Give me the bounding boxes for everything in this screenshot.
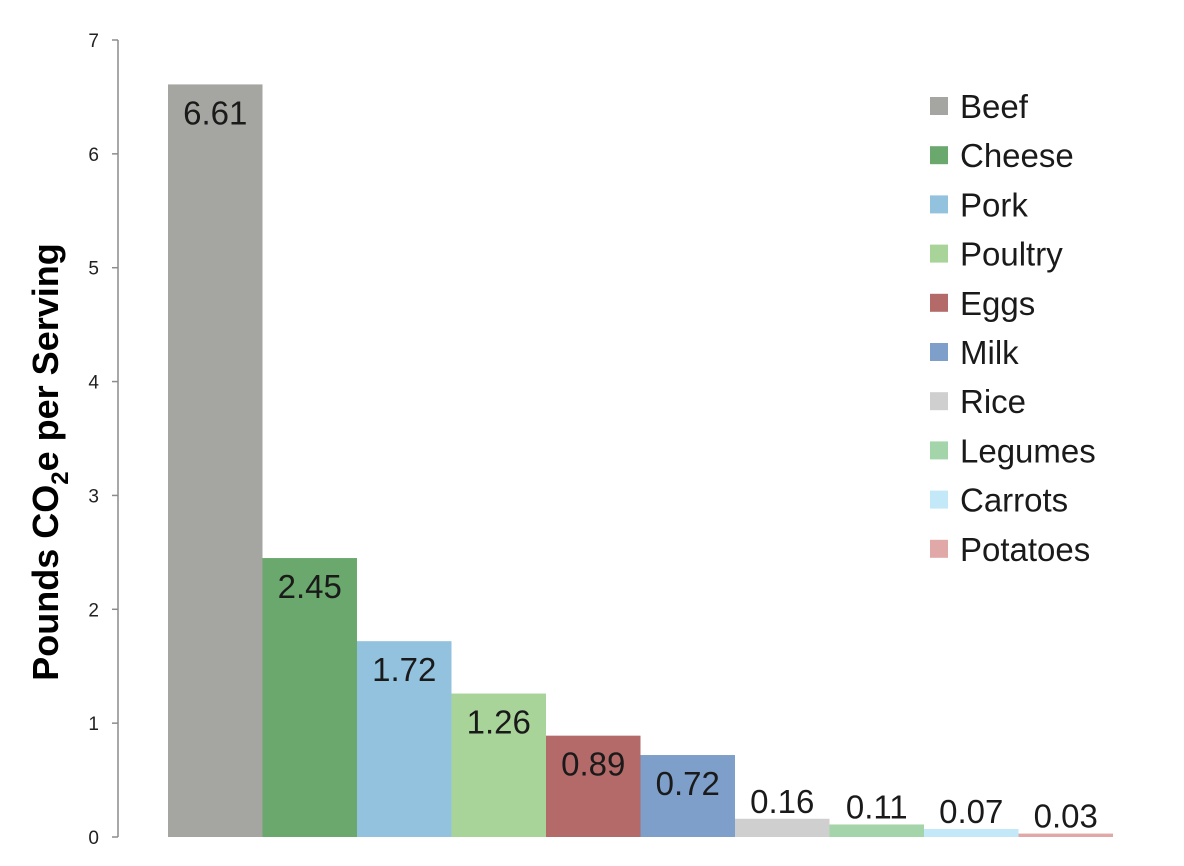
- bar-carrots: [924, 829, 1019, 837]
- legend: Beef Cheese Pork Poultry Eggs Milk Rice Legumes…: [930, 88, 1096, 568]
- data-label-legumes: 0.11: [846, 788, 908, 825]
- legend-swatch-milk: [930, 343, 948, 361]
- legend-swatch-beef: [930, 97, 948, 115]
- bar-cheese: [262, 558, 357, 837]
- legend-swatch-carrots: [930, 490, 948, 509]
- y-axis-label-main: Pounds CO: [25, 485, 66, 681]
- data-label-beef: 6.61: [183, 94, 247, 131]
- legend-label-legumes: Legumes: [960, 432, 1096, 469]
- bar-poultry: [451, 693, 546, 837]
- y-axis-label: Pounds CO2e per Serving: [25, 243, 74, 680]
- legend-label-cheese: Cheese: [960, 137, 1074, 174]
- legend-swatch-eggs: [930, 293, 948, 312]
- legend-swatch-potatoes: [930, 539, 948, 558]
- y-tick-label: 3: [88, 486, 99, 507]
- y-tick-label: 2: [88, 600, 99, 621]
- data-label-carrots: 0.07: [939, 793, 1003, 830]
- y-axis-label-subscript: 2: [47, 471, 74, 484]
- legend-label-milk: Milk: [960, 334, 1019, 371]
- legend-label-potatoes: Potatoes: [960, 531, 1090, 568]
- legend-label-carrots: Carrots: [960, 482, 1068, 519]
- legend-swatch-poultry: [930, 244, 948, 263]
- data-label-rice: 0.16: [750, 783, 814, 820]
- y-tick-label: 7: [88, 31, 99, 52]
- legend-label-beef: Beef: [960, 88, 1029, 125]
- y-tick-label: 1: [88, 714, 99, 735]
- bar-beef: [168, 84, 263, 837]
- bar-pork: [357, 641, 452, 837]
- bar-eggs: [546, 735, 641, 837]
- data-label-eggs: 0.89: [561, 746, 625, 783]
- y-axis: 0 1 2 3 4 5 6 7: [88, 31, 119, 849]
- y-tick-label: 6: [88, 145, 99, 166]
- bar-potatoes: [1018, 833, 1113, 837]
- data-label-milk: 0.72: [656, 765, 720, 802]
- bar-rice: [735, 818, 830, 837]
- legend-swatch-legumes: [930, 441, 948, 460]
- legend-swatch-cheese: [930, 146, 948, 165]
- legend-label-pork: Pork: [960, 186, 1028, 223]
- y-tick-label: 4: [88, 373, 99, 394]
- legend-label-eggs: Eggs: [960, 285, 1035, 322]
- data-label-poultry: 1.26: [467, 704, 531, 741]
- y-tick-label: 5: [88, 259, 99, 280]
- legend-label-rice: Rice: [960, 383, 1026, 420]
- bars: [168, 84, 1113, 837]
- bar-milk: [640, 755, 735, 837]
- legend-swatch-pork: [930, 195, 948, 214]
- bar-legumes: [829, 824, 924, 837]
- data-label-pork: 1.72: [372, 651, 436, 688]
- y-tick-label: 0: [88, 828, 99, 849]
- legend-label-poultry: Poultry: [960, 236, 1063, 273]
- legend-swatch-rice: [930, 392, 948, 411]
- data-label-potatoes: 0.03: [1034, 798, 1098, 835]
- y-axis-label-rest: e per Serving: [25, 243, 66, 471]
- data-label-cheese: 2.45: [278, 568, 342, 605]
- data-labels: 6.61 2.45 1.72 1.26 0.89 0.72 0.16 0.11 0.07 0.03: [183, 94, 1098, 834]
